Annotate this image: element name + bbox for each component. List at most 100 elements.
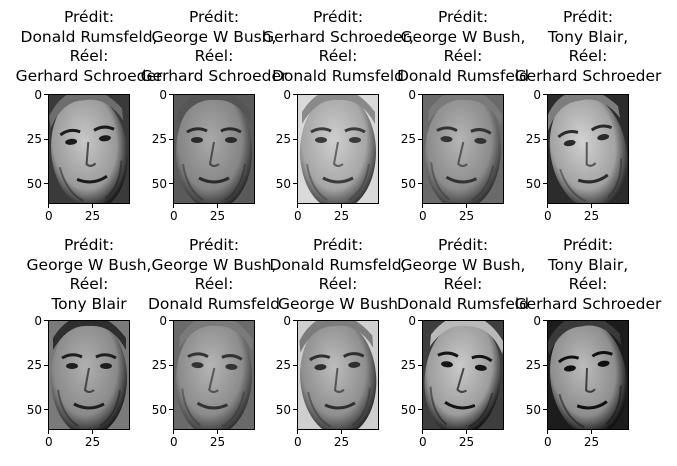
panel-title-line: Prédit: — [562, 236, 614, 254]
axes-frame — [48, 94, 130, 204]
face-image — [547, 320, 629, 430]
panel-title-line: Réel: — [69, 47, 109, 65]
panel-title-line: Prédit: — [437, 236, 489, 254]
y-tick-mark — [418, 183, 422, 185]
x-tick-mark — [547, 430, 549, 434]
panel-title: Prédit: Donald Rumsfeld, Réel: Gerhard Schr… — [0, 8, 189, 86]
panel-title-line: Gerhard Schroeder — [514, 66, 662, 85]
y-tick-mark — [293, 409, 297, 411]
face-donald-rumsfeld — [297, 94, 379, 204]
x-tick-label: 25 — [583, 435, 600, 449]
y-tick-mark — [44, 183, 48, 185]
y-tick-label: 0 — [159, 87, 167, 102]
x-tick-label: 0 — [170, 209, 178, 223]
y-tick-mark — [543, 364, 547, 366]
y-tick-label: 25 — [275, 132, 291, 147]
y-tick-label: 0 — [408, 87, 416, 102]
panel-title-line: Réel: — [318, 47, 358, 65]
y-tick-mark — [293, 364, 297, 366]
panel-title-line: Donald Rumsfeld — [271, 66, 405, 85]
x-tick-label: 25 — [458, 435, 475, 449]
face-image — [173, 94, 255, 204]
panel-title: Prédit: Gerhard Schroeder, Réel: Donald Rum… — [238, 8, 438, 86]
panel-title: Prédit: George W Bush, Réel: Donald Rumsfel… — [114, 236, 314, 314]
axes-frame — [297, 94, 379, 204]
y-tick-label: 0 — [283, 313, 291, 328]
panel-title-line: George W Bush, — [151, 27, 277, 46]
x-tick-mark — [48, 204, 50, 208]
panel-title-line: Donald Rumsfeld — [147, 294, 281, 313]
y-tick-label: 25 — [151, 132, 167, 147]
panel-title: Prédit: Donald Rumsfeld, Réel: George W Bus… — [238, 236, 438, 314]
y-tick-mark — [543, 320, 547, 322]
face-tony-blair — [48, 320, 130, 430]
panel-title-line: Réel: — [443, 47, 483, 65]
x-tick-mark — [216, 204, 218, 208]
y-tick-label: 25 — [400, 358, 416, 373]
panel-title-line: Tony Blair — [51, 294, 127, 313]
panel-title: Prédit: Tony Blair, Réel: Gerhard Schroeder — [488, 236, 677, 314]
x-tick-label: 0 — [544, 209, 552, 223]
x-tick-mark — [91, 204, 93, 208]
y-tick-mark — [418, 94, 422, 96]
face-image — [297, 320, 379, 430]
panel-title-line: Tony Blair, — [547, 255, 629, 274]
y-tick-mark — [293, 94, 297, 96]
x-tick-label: 25 — [583, 209, 600, 223]
y-tick-mark — [169, 138, 173, 140]
panel-title-line: Tony Blair, — [547, 27, 629, 46]
panel-title-line: Gerhard Schroeder — [514, 294, 662, 313]
panel-title-line: Prédit: — [63, 8, 115, 26]
y-tick-mark — [169, 320, 173, 322]
axes-frame — [422, 94, 504, 204]
y-tick-mark — [169, 364, 173, 366]
face-gerhard-schroeder-dark — [547, 320, 629, 430]
y-tick-mark — [418, 409, 422, 411]
face-image — [173, 320, 255, 430]
y-tick-mark — [543, 183, 547, 185]
face-george-w-bush — [297, 320, 379, 430]
face-image — [297, 94, 379, 204]
x-tick-label: 25 — [209, 435, 226, 449]
x-tick-mark — [340, 204, 342, 208]
y-tick-mark — [293, 183, 297, 185]
axes-frame — [173, 94, 255, 204]
x-tick-mark — [48, 430, 50, 434]
axes-frame — [547, 320, 629, 430]
y-tick-mark — [44, 409, 48, 411]
panel-title-line: Gerhard Schroeder — [15, 66, 163, 85]
face-gerhard-schroeder-smiling — [48, 94, 130, 204]
panel-title-line: George W Bush — [277, 294, 399, 313]
y-tick-label: 25 — [275, 358, 291, 373]
panel-title-line: Réel: — [318, 275, 358, 293]
y-tick-label: 0 — [34, 313, 42, 328]
face-image — [422, 320, 504, 430]
y-tick-label: 50 — [26, 402, 42, 417]
x-tick-mark — [91, 430, 93, 434]
face-image — [48, 94, 130, 204]
panel-title-line: Prédit: — [312, 236, 364, 254]
x-tick-mark — [173, 204, 175, 208]
y-tick-mark — [293, 320, 297, 322]
panel-title: Prédit: Tony Blair, Réel: Gerhard Schroeder — [488, 8, 677, 86]
face-donald-rumsfeld-glasses — [173, 320, 255, 430]
x-tick-label: 0 — [294, 209, 302, 223]
x-tick-mark — [422, 430, 424, 434]
x-tick-label: 0 — [294, 435, 302, 449]
y-tick-label: 25 — [151, 358, 167, 373]
y-tick-mark — [543, 94, 547, 96]
x-tick-mark — [547, 204, 549, 208]
panel-title-line: Prédit: — [437, 8, 489, 26]
x-tick-label: 0 — [45, 435, 53, 449]
x-tick-mark — [297, 430, 299, 434]
y-tick-label: 0 — [533, 313, 541, 328]
panel-title-line: Réel: — [194, 275, 234, 293]
panel-title-line: Prédit: — [562, 8, 614, 26]
x-tick-mark — [340, 430, 342, 434]
y-tick-label: 50 — [525, 176, 541, 191]
panel-title-line: Donald Rumsfeld, — [20, 27, 158, 46]
x-tick-mark — [465, 204, 467, 208]
panel-title-line: Gerhard Schroeder — [140, 66, 288, 85]
face-donald-rumsfeld-glasses — [422, 94, 504, 204]
